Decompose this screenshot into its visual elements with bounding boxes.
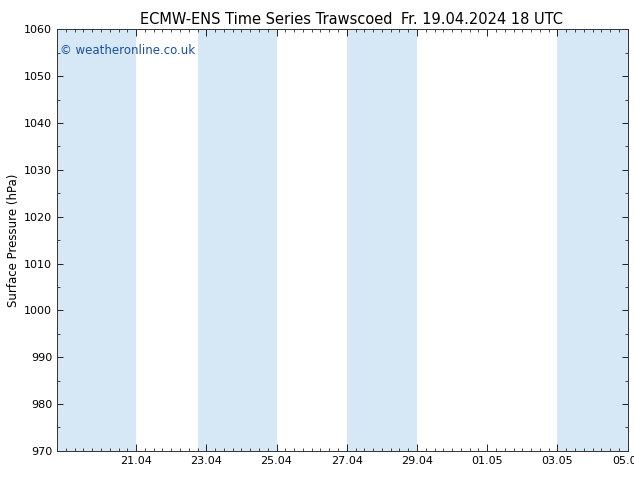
Bar	[198, 29, 276, 451]
Bar	[57, 29, 136, 451]
Bar	[557, 29, 628, 451]
Text: Fr. 19.04.2024 18 UTC: Fr. 19.04.2024 18 UTC	[401, 12, 563, 27]
Text: ECMW-ENS Time Series Trawscoed: ECMW-ENS Time Series Trawscoed	[140, 12, 392, 27]
Text: © weatheronline.co.uk: © weatheronline.co.uk	[60, 44, 195, 57]
Bar	[347, 29, 417, 451]
Y-axis label: Surface Pressure (hPa): Surface Pressure (hPa)	[7, 173, 20, 307]
